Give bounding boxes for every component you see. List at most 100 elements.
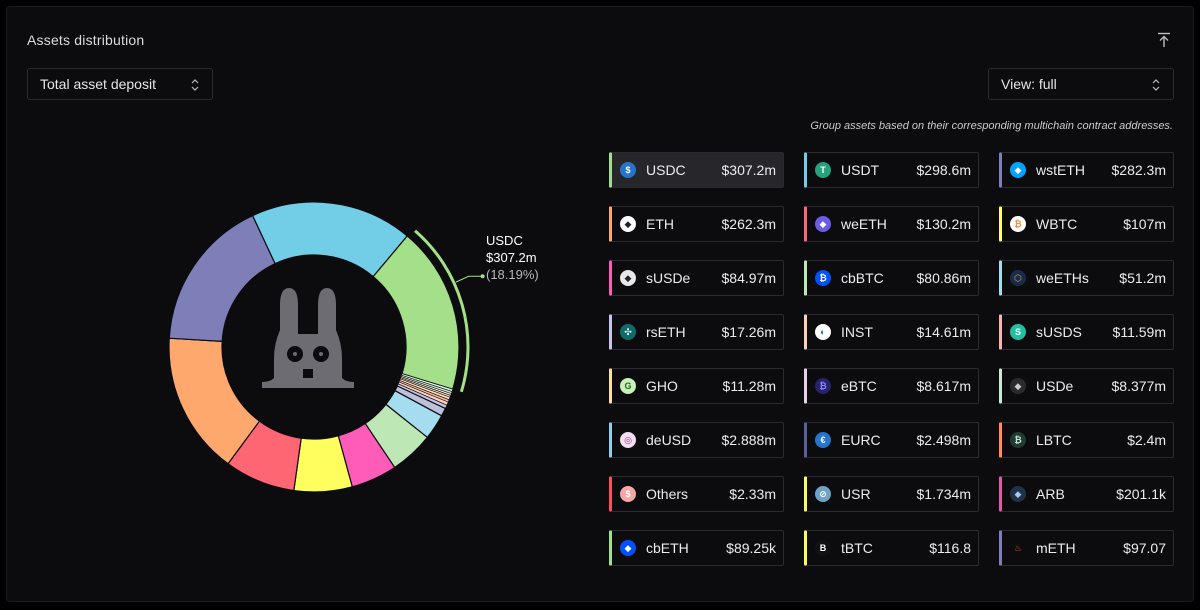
collapse-icon[interactable] [1155, 31, 1173, 49]
asset-name: ARB [1036, 486, 1065, 502]
susde-icon: ◆ [620, 270, 636, 286]
asset-value: $8.377m [1111, 378, 1166, 394]
tbtc-icon: B [815, 540, 831, 556]
asset-name: sUSDe [646, 270, 691, 286]
label-leader-dot [480, 274, 485, 279]
asset-value: $11.28m [722, 378, 776, 394]
usde-icon: ◆ [1010, 378, 1026, 394]
susds-icon: S [1010, 324, 1026, 340]
asset-name: USDC [646, 162, 686, 178]
highlight-percent: (18.19%) [486, 267, 539, 282]
highlight-value: $307.2m [486, 250, 537, 265]
arb-icon: ◆ [1010, 486, 1026, 502]
chevron-updown-icon [191, 79, 199, 91]
asset-name: wstETH [1036, 162, 1085, 178]
asset-card-eth[interactable]: ◆ ETH $262.3m [609, 206, 784, 242]
asset-card-cbbtc[interactable]: ₿ cbBTC $80.86m [804, 260, 979, 296]
assets-distribution-panel: Assets distribution Total asset deposit … [6, 6, 1194, 602]
highlight-label: USDC [486, 233, 523, 248]
donut-slice-usdt[interactable] [251, 201, 409, 278]
wsteth-icon: ◆ [1010, 162, 1026, 178]
label-leader-line [455, 275, 483, 283]
asset-value: $1.734m [916, 486, 971, 502]
asset-value: $107m [1123, 216, 1166, 232]
asset-name: deUSD [646, 432, 692, 448]
asset-value: $130.2m [916, 216, 971, 232]
asset-name: tBTC [841, 540, 873, 556]
asset-card-gho[interactable]: G GHO $11.28m [609, 368, 784, 404]
asset-name: weETHs [1036, 270, 1089, 286]
asset-card-lbtc[interactable]: ₿ LBTC $2.4m [999, 422, 1174, 458]
asset-card-meth[interactable]: ♨ mETH $97.07 [999, 530, 1174, 566]
asset-name: eBTC [841, 378, 877, 394]
asset-card-weeths[interactable]: ⬡ weETHs $51.2m [999, 260, 1174, 296]
asset-card-wbtc[interactable]: ₿ WBTC $107m [999, 206, 1174, 242]
asset-name: rsETH [646, 324, 686, 340]
asset-name: USDT [841, 162, 880, 178]
asset-value: $51.2m [1119, 270, 1166, 286]
grouping-hint: Group assets based on their correspondin… [810, 120, 1173, 132]
asset-value: $262.3m [721, 216, 776, 232]
asset-card-usdc[interactable]: $ USDC $307.2m [609, 152, 784, 188]
asset-name: WBTC [1036, 216, 1078, 232]
asset-card-susde[interactable]: ◆ sUSDe $84.97m [609, 260, 784, 296]
eth-icon: ◆ [620, 216, 636, 232]
asset-name: EURC [841, 432, 881, 448]
asset-name: INST [841, 324, 873, 340]
cbbtc-icon: ₿ [815, 270, 831, 286]
asset-card-usde[interactable]: ◆ USDe $8.377m [999, 368, 1174, 404]
asset-card-rseth[interactable]: ✣ rsETH $17.26m [609, 314, 784, 350]
wbtc-icon: ₿ [1010, 216, 1026, 232]
usdc-icon: $ [620, 162, 636, 178]
asset-value: $8.617m [916, 378, 971, 394]
asset-value: $14.61m [916, 324, 971, 340]
asset-value: $2.33m [729, 486, 776, 502]
asset-card-usr[interactable]: ⊘ USR $1.734m [804, 476, 979, 512]
asset-card-weeth[interactable]: ◆ weETH $130.2m [804, 206, 979, 242]
asset-value: $97.07 [1123, 540, 1166, 556]
asset-card-arb[interactable]: ◆ ARB $201.1k [999, 476, 1174, 512]
asset-value: $307.2m [721, 162, 776, 178]
eurc-icon: € [815, 432, 831, 448]
donut-chart: USDC $307.2m (18.19%) [168, 201, 539, 493]
asset-value: $2.498m [916, 432, 971, 448]
weeth-icon: ◆ [815, 216, 831, 232]
inst-icon: ◐ [815, 324, 831, 340]
metric-select[interactable]: Total asset deposit [27, 68, 213, 100]
gho-icon: G [620, 378, 636, 394]
asset-card-inst[interactable]: ◐ INST $14.61m [804, 314, 979, 350]
asset-name: LBTC [1036, 432, 1072, 448]
asset-value: $116.8 [929, 540, 971, 556]
asset-value: $17.26m [721, 324, 776, 340]
meth-icon: ♨ [1010, 540, 1026, 556]
asset-card-deusd[interactable]: ◎ deUSD $2.888m [609, 422, 784, 458]
view-select-value: View: full [1001, 76, 1057, 92]
asset-name: USR [841, 486, 871, 502]
asset-value: $201.1k [1116, 486, 1166, 502]
asset-value: $298.6m [916, 162, 971, 178]
view-select[interactable]: View: full [988, 68, 1174, 100]
cbeth-icon: ◆ [620, 540, 636, 556]
rseth-icon: ✣ [620, 324, 636, 340]
asset-value: $89.25k [726, 540, 776, 556]
weeths-icon: ⬡ [1010, 270, 1026, 286]
metric-select-value: Total asset deposit [40, 76, 156, 92]
asset-legend-grid: $ USDC $307.2m T USDT $298.6m ◆ wstETH $282.3m ◆ E… [609, 152, 1175, 566]
asset-card-others[interactable]: $ Others $2.33m [609, 476, 784, 512]
others-icon: $ [620, 486, 636, 502]
asset-value: $282.3m [1111, 162, 1166, 178]
asset-value: $2.888m [721, 432, 776, 448]
donut-slice-wsteth[interactable] [168, 214, 276, 343]
asset-name: ETH [646, 216, 674, 232]
ebtc-icon: ₿ [815, 378, 831, 394]
asset-card-wsteth[interactable]: ◆ wstETH $282.3m [999, 152, 1174, 188]
deusd-icon: ◎ [620, 432, 636, 448]
asset-card-eurc[interactable]: € EURC $2.498m [804, 422, 979, 458]
asset-name: sUSDS [1036, 324, 1082, 340]
panel-title: Assets distribution [27, 32, 145, 48]
asset-card-cbeth[interactable]: ◆ cbETH $89.25k [609, 530, 784, 566]
asset-card-usdt[interactable]: T USDT $298.6m [804, 152, 979, 188]
asset-card-ebtc[interactable]: ₿ eBTC $8.617m [804, 368, 979, 404]
